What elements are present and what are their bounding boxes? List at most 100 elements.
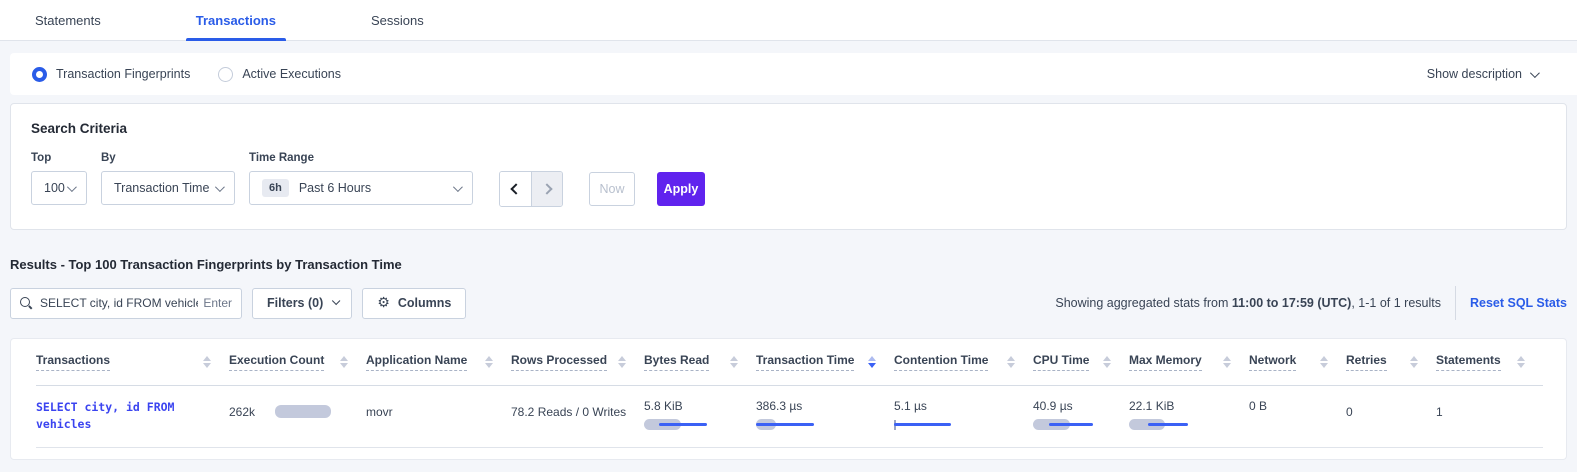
transaction-fingerprint-link[interactable]: SELECT city, id FROM vehicles <box>36 399 175 432</box>
tab-transactions[interactable]: Transactions <box>185 0 287 41</box>
by-field: By Transaction Time <box>101 152 235 207</box>
search-criteria-title: Search Criteria <box>31 121 128 136</box>
time-range-field-label: Time Range <box>249 152 314 164</box>
by-select-value: Transaction Time <box>114 181 210 195</box>
sort-icon[interactable] <box>1410 355 1418 368</box>
execution-count-cell: 262k <box>229 405 366 419</box>
radio-transaction-fingerprints[interactable]: Transaction Fingerprints <box>32 66 191 82</box>
sort-icon[interactable] <box>618 355 626 368</box>
tab-statements[interactable]: Statements <box>35 12 101 28</box>
results-search-box[interactable]: Enter <box>10 287 242 319</box>
contention-time-cell: 5.1 µs <box>894 385 1033 448</box>
time-range-value: Past 6 Hours <box>298 181 372 195</box>
chevron-down-icon <box>1529 67 1540 78</box>
search-criteria-card: Search Criteria Top 100 By Transaction T… <box>10 103 1567 230</box>
toolbar-divider <box>1454 286 1456 320</box>
top-field: Top 100 <box>31 152 87 207</box>
sort-icon-active-desc[interactable] <box>868 355 876 368</box>
gear-icon: ⚙ <box>377 295 390 311</box>
sort-icon[interactable] <box>730 355 738 368</box>
chevron-down-icon <box>452 181 463 192</box>
radio-label: Transaction Fingerprints <box>56 67 191 81</box>
bytes-read-cell: 5.8 KiB <box>644 385 756 448</box>
sort-icon[interactable] <box>485 355 493 368</box>
column-header-contention-time[interactable]: Contention Time <box>894 353 1033 371</box>
transactions-table: Transactions Execution Count Application… <box>36 339 1543 448</box>
column-header-application-name[interactable]: Application Name <box>366 353 511 371</box>
sort-icon[interactable] <box>1320 355 1328 368</box>
chevron-down-icon <box>66 181 77 192</box>
aggregated-stats-text: Showing aggregated stats from 11:00 to 1… <box>1055 296 1441 310</box>
results-heading: Results - Top 100 Transaction Fingerprin… <box>10 257 402 272</box>
next-time-button[interactable] <box>531 172 562 206</box>
show-description-label: Show description <box>1426 67 1522 81</box>
by-select[interactable]: Transaction Time <box>101 171 235 205</box>
time-nav-group <box>499 171 563 207</box>
radio-active-executions[interactable]: Active Executions <box>218 66 341 82</box>
radio-unselected-icon <box>218 66 234 82</box>
search-input[interactable] <box>40 296 199 310</box>
time-range-select[interactable]: 6h Past 6 Hours <box>249 171 473 205</box>
rows-processed-cell: 78.2 Reads / 0 Writes <box>511 404 627 419</box>
bytes-read-bar <box>644 418 744 432</box>
tab-bar: Statements Transactions Sessions <box>0 0 1577 41</box>
results-table-card: Transactions Execution Count Application… <box>10 338 1567 460</box>
time-range-badge: 6h <box>262 179 289 197</box>
filters-button[interactable]: Filters (0) <box>252 287 353 319</box>
network-cell: 0 B <box>1249 398 1268 413</box>
chevron-down-icon <box>332 296 341 306</box>
previous-time-button[interactable] <box>500 172 531 206</box>
chevron-left-icon <box>509 183 522 195</box>
sort-icon[interactable] <box>1007 355 1015 368</box>
column-header-bytes-read[interactable]: Bytes Read <box>644 353 756 371</box>
search-criteria-controls: Top 100 By Transaction Time Time Range 6… <box>31 152 1546 207</box>
column-header-transactions[interactable]: Transactions <box>36 353 229 371</box>
filters-button-label: Filters (0) <box>267 296 324 310</box>
table-row: SELECT city, id FROM vehicles 262k movr … <box>36 385 1543 448</box>
column-header-execution-count[interactable]: Execution Count <box>229 353 366 371</box>
results-toolbar: Enter Filters (0) ⚙ Columns Showing aggr… <box>10 286 1567 320</box>
cpu-time-bar <box>1033 418 1133 432</box>
sort-icon[interactable] <box>203 355 211 368</box>
time-range-field: Time Range 6h Past 6 Hours <box>249 152 473 207</box>
transaction-time-bar <box>756 418 856 432</box>
now-button[interactable]: Now <box>589 172 635 206</box>
columns-button[interactable]: ⚙ Columns <box>362 287 467 319</box>
column-header-rows-processed[interactable]: Rows Processed <box>511 353 644 371</box>
top-select-value: 100 <box>44 181 65 195</box>
by-field-label: By <box>101 152 116 164</box>
search-icon <box>20 296 33 310</box>
table-header-row: Transactions Execution Count Application… <box>36 339 1543 386</box>
radio-selected-icon <box>32 66 47 82</box>
column-header-cpu-time[interactable]: CPU Time <box>1033 353 1129 371</box>
transaction-time-cell: 386.3 µs <box>756 385 894 448</box>
show-description-toggle[interactable]: Show description <box>1427 67 1547 81</box>
sort-icon[interactable] <box>1517 355 1525 368</box>
top-select[interactable]: 100 <box>31 171 87 205</box>
sort-icon[interactable] <box>1103 355 1111 368</box>
statements-cell: 1 <box>1436 404 1443 419</box>
sort-icon[interactable] <box>1223 355 1231 368</box>
contention-time-bar <box>894 418 994 432</box>
column-header-statements[interactable]: Statements <box>1436 353 1543 371</box>
tab-sessions[interactable]: Sessions <box>370 12 424 28</box>
sort-icon[interactable] <box>340 355 348 368</box>
column-header-network[interactable]: Network <box>1249 353 1346 371</box>
cpu-time-cell: 40.9 µs <box>1033 385 1129 448</box>
max-memory-cell: 22.1 KiB <box>1129 385 1249 448</box>
application-name-cell: movr <box>366 404 393 419</box>
search-enter-label[interactable]: Enter <box>203 296 232 310</box>
column-header-retries[interactable]: Retries <box>1346 353 1436 371</box>
columns-button-label: Columns <box>397 296 452 310</box>
apply-button[interactable]: Apply <box>657 172 705 206</box>
view-toggle-band: Transaction Fingerprints Active Executio… <box>10 53 1577 95</box>
column-header-max-memory[interactable]: Max Memory <box>1129 353 1249 371</box>
reset-sql-stats-link[interactable]: Reset SQL Stats <box>1469 296 1567 310</box>
max-memory-bar <box>1129 418 1229 432</box>
chevron-right-icon <box>541 183 553 195</box>
column-header-transaction-time[interactable]: Transaction Time <box>756 353 894 371</box>
retries-cell: 0 <box>1346 404 1353 419</box>
execution-count-bar <box>275 405 332 418</box>
chevron-down-icon <box>214 181 225 192</box>
radio-label: Active Executions <box>242 67 341 81</box>
